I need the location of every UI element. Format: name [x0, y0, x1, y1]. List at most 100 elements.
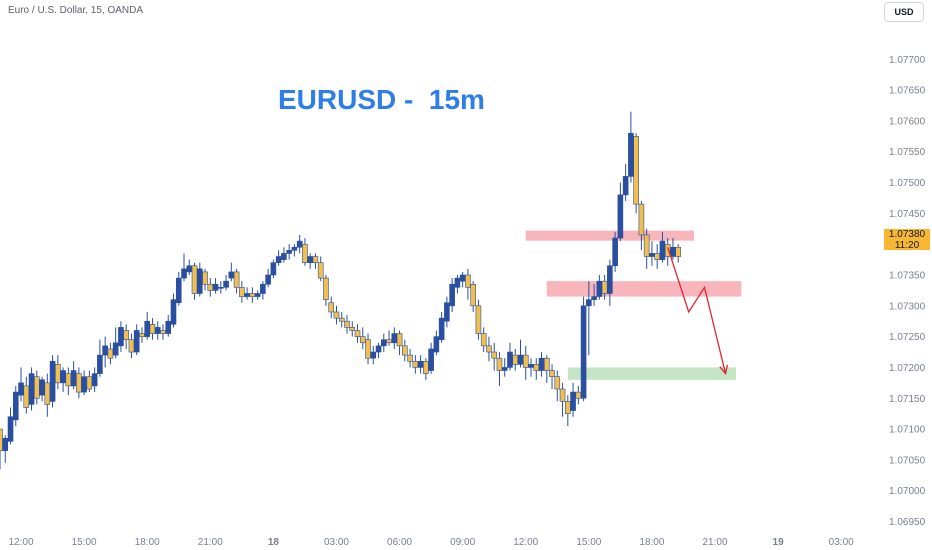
price-axis[interactable]: 1.07700 1.07650 1.07600 1.07550 1.07500 1.074…	[889, 55, 926, 528]
chart-title: EURUSD - 15m	[278, 84, 485, 115]
candle-body	[196, 268, 203, 294]
projection-arrowhead	[719, 364, 729, 376]
price-tick-label: 1.07200	[889, 363, 926, 374]
candle-body	[507, 351, 513, 368]
candle-body	[91, 373, 98, 387]
candle-body	[433, 336, 440, 353]
candle-body	[438, 317, 445, 341]
candle-body	[0, 428, 3, 451]
candle-body	[207, 283, 214, 291]
price-tick-label: 1.07100	[889, 425, 926, 436]
candle-body	[354, 330, 361, 337]
candle-body	[239, 287, 245, 297]
candle-body	[570, 391, 576, 411]
current-price-value: 1.07380	[888, 229, 926, 240]
candle-body	[391, 333, 398, 344]
price-tick-label: 1.07000	[889, 486, 926, 497]
candle-body	[12, 391, 19, 421]
time-tick-label: 21:00	[703, 537, 728, 548]
candle-body	[491, 351, 498, 359]
time-tick-label: 18:00	[639, 537, 664, 548]
candle-body	[328, 302, 335, 313]
price-tick-label: 1.07700	[889, 55, 926, 66]
candle-body	[586, 299, 592, 307]
candle-body	[402, 345, 408, 356]
candle-body	[617, 194, 624, 239]
candle-body	[370, 351, 377, 359]
candle-body	[486, 345, 492, 353]
candle-body	[612, 237, 618, 267]
candle-body	[554, 376, 561, 390]
candle-body	[202, 271, 208, 285]
price-tick-label: 1.07500	[889, 178, 926, 189]
candle-body	[575, 391, 582, 399]
projection-path	[667, 247, 727, 374]
candle-body	[333, 311, 340, 319]
candle-body	[191, 265, 198, 294]
candle-body	[396, 333, 403, 347]
candle-body	[275, 256, 282, 263]
candle-body	[265, 274, 271, 285]
candle-body	[144, 320, 151, 337]
candle-body	[633, 136, 639, 205]
time-tick-label: 06:00	[387, 537, 412, 548]
candle-body	[465, 274, 471, 288]
candle-body	[55, 364, 61, 384]
time-axis[interactable]: 12:00 15:00 18:00 21:00 18 03:00 06:00 09:00 12:…	[9, 537, 855, 548]
candle-body	[7, 416, 14, 442]
candle-body	[512, 354, 519, 365]
price-tick-label: 1.07250	[889, 332, 926, 343]
support-zone-2	[567, 367, 737, 380]
candle-body	[249, 293, 256, 297]
resistance-zone-0	[525, 230, 694, 241]
candle-body	[654, 253, 660, 260]
candle-body	[181, 268, 187, 279]
candle-body	[160, 330, 166, 334]
price-tick-label: 1.07300	[889, 301, 926, 312]
candle-body	[323, 277, 329, 300]
candle-body	[470, 283, 476, 307]
zones-layer	[525, 230, 742, 380]
candle-body	[522, 354, 529, 368]
candle-body	[175, 277, 182, 304]
candle-body	[375, 345, 382, 353]
candle-body	[18, 382, 24, 396]
candle-body	[307, 256, 313, 263]
candle-body	[81, 376, 87, 393]
time-tick-label: 12:00	[9, 537, 34, 548]
candle-body	[517, 354, 524, 365]
candle-body	[444, 302, 450, 322]
candle-body	[454, 277, 461, 288]
price-tick-label: 1.07050	[889, 455, 926, 466]
time-tick-label: 15:00	[576, 537, 601, 548]
candle-body	[312, 256, 319, 263]
candle-body	[39, 379, 45, 396]
time-tick-label: 18	[268, 537, 280, 548]
currency-button[interactable]: USD	[884, 2, 924, 22]
candle-body	[302, 243, 308, 263]
candle-body	[607, 265, 613, 294]
candle-body	[2, 438, 9, 451]
price-tick-label: 1.07600	[889, 116, 926, 127]
candle-body	[428, 348, 434, 371]
candle-body	[260, 283, 266, 294]
candle-body	[86, 376, 93, 390]
candle-body	[228, 271, 235, 279]
candle-body	[233, 271, 240, 288]
candle-body	[459, 274, 466, 282]
candle-body	[186, 265, 193, 273]
candle-body	[380, 339, 387, 347]
candle-body	[170, 299, 177, 325]
candle-body	[34, 376, 40, 399]
price-tick-label: 1.07350	[889, 271, 926, 282]
candle-body	[154, 327, 161, 334]
candle-body	[296, 240, 303, 248]
candle-body	[212, 283, 219, 291]
projection-layer	[667, 247, 729, 376]
time-tick-label: 12:00	[513, 537, 538, 548]
candle-body	[123, 330, 129, 341]
candle-body	[44, 382, 51, 405]
candle-body	[449, 283, 455, 307]
candle-body	[70, 370, 77, 387]
